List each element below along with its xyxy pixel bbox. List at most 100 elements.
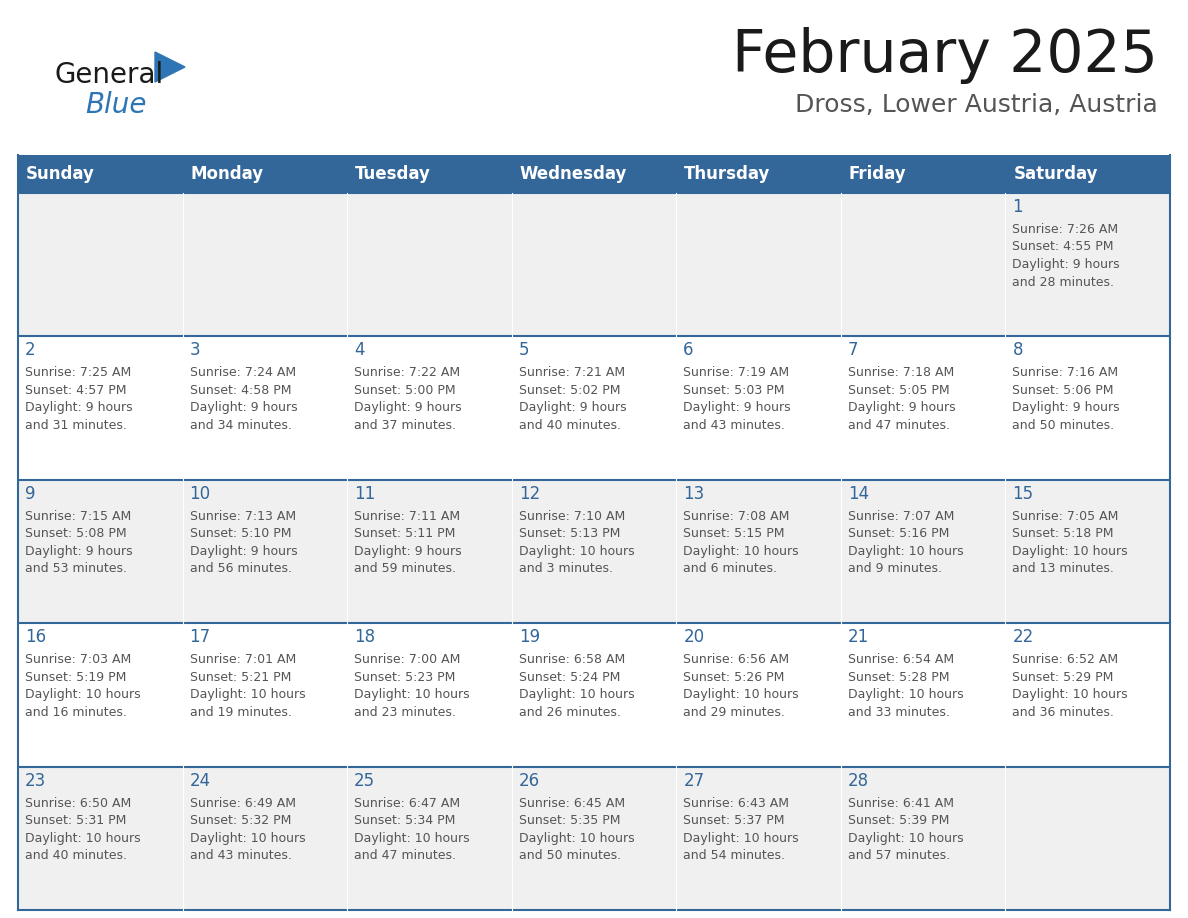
Text: Sunrise: 6:45 AM
Sunset: 5:35 PM
Daylight: 10 hours
and 50 minutes.: Sunrise: 6:45 AM Sunset: 5:35 PM Dayligh… bbox=[519, 797, 634, 862]
Bar bbox=[18, 480, 183, 623]
Text: 10: 10 bbox=[190, 485, 210, 503]
Bar bbox=[841, 193, 1005, 336]
Text: Sunrise: 7:10 AM
Sunset: 5:13 PM
Daylight: 10 hours
and 3 minutes.: Sunrise: 7:10 AM Sunset: 5:13 PM Dayligh… bbox=[519, 509, 634, 576]
Text: Sunrise: 7:24 AM
Sunset: 4:58 PM
Daylight: 9 hours
and 34 minutes.: Sunrise: 7:24 AM Sunset: 4:58 PM Dayligh… bbox=[190, 366, 297, 431]
Text: Sunrise: 7:15 AM
Sunset: 5:08 PM
Daylight: 9 hours
and 53 minutes.: Sunrise: 7:15 AM Sunset: 5:08 PM Dayligh… bbox=[25, 509, 133, 576]
Bar bbox=[183, 767, 347, 910]
Text: Sunrise: 6:41 AM
Sunset: 5:39 PM
Daylight: 10 hours
and 57 minutes.: Sunrise: 6:41 AM Sunset: 5:39 PM Dayligh… bbox=[848, 797, 963, 862]
Text: 23: 23 bbox=[25, 772, 46, 789]
Text: 15: 15 bbox=[1012, 485, 1034, 503]
Bar bbox=[512, 623, 676, 767]
Text: 9: 9 bbox=[25, 485, 36, 503]
Bar bbox=[512, 480, 676, 623]
Text: Sunrise: 6:43 AM
Sunset: 5:37 PM
Daylight: 10 hours
and 54 minutes.: Sunrise: 6:43 AM Sunset: 5:37 PM Dayligh… bbox=[683, 797, 798, 862]
Bar bbox=[183, 336, 347, 480]
Bar bbox=[676, 193, 841, 336]
Bar bbox=[18, 193, 183, 336]
Bar bbox=[1005, 480, 1170, 623]
Bar bbox=[347, 480, 512, 623]
Text: Blue: Blue bbox=[86, 91, 146, 119]
Text: Sunrise: 7:21 AM
Sunset: 5:02 PM
Daylight: 9 hours
and 40 minutes.: Sunrise: 7:21 AM Sunset: 5:02 PM Dayligh… bbox=[519, 366, 626, 431]
Bar bbox=[676, 155, 841, 193]
Text: 22: 22 bbox=[1012, 628, 1034, 646]
Bar bbox=[676, 480, 841, 623]
Text: Sunrise: 7:05 AM
Sunset: 5:18 PM
Daylight: 10 hours
and 13 minutes.: Sunrise: 7:05 AM Sunset: 5:18 PM Dayligh… bbox=[1012, 509, 1129, 576]
Bar bbox=[512, 155, 676, 193]
Bar bbox=[676, 336, 841, 480]
Text: 17: 17 bbox=[190, 628, 210, 646]
Bar bbox=[347, 193, 512, 336]
Bar bbox=[183, 623, 347, 767]
Text: 2: 2 bbox=[25, 341, 36, 360]
Text: 26: 26 bbox=[519, 772, 539, 789]
Text: 13: 13 bbox=[683, 485, 704, 503]
Text: Sunrise: 7:26 AM
Sunset: 4:55 PM
Daylight: 9 hours
and 28 minutes.: Sunrise: 7:26 AM Sunset: 4:55 PM Dayligh… bbox=[1012, 223, 1120, 288]
Text: Sunrise: 7:22 AM
Sunset: 5:00 PM
Daylight: 9 hours
and 37 minutes.: Sunrise: 7:22 AM Sunset: 5:00 PM Dayligh… bbox=[354, 366, 462, 431]
Bar bbox=[841, 480, 1005, 623]
Text: Sunrise: 7:00 AM
Sunset: 5:23 PM
Daylight: 10 hours
and 23 minutes.: Sunrise: 7:00 AM Sunset: 5:23 PM Dayligh… bbox=[354, 654, 469, 719]
Bar bbox=[183, 480, 347, 623]
Text: Sunday: Sunday bbox=[26, 165, 95, 183]
Text: 24: 24 bbox=[190, 772, 210, 789]
Text: 6: 6 bbox=[683, 341, 694, 360]
Bar bbox=[1005, 155, 1170, 193]
Text: 5: 5 bbox=[519, 341, 529, 360]
Text: 11: 11 bbox=[354, 485, 375, 503]
Text: Sunrise: 7:01 AM
Sunset: 5:21 PM
Daylight: 10 hours
and 19 minutes.: Sunrise: 7:01 AM Sunset: 5:21 PM Dayligh… bbox=[190, 654, 305, 719]
Text: Sunrise: 6:56 AM
Sunset: 5:26 PM
Daylight: 10 hours
and 29 minutes.: Sunrise: 6:56 AM Sunset: 5:26 PM Dayligh… bbox=[683, 654, 798, 719]
Text: 4: 4 bbox=[354, 341, 365, 360]
Bar bbox=[18, 336, 183, 480]
Bar bbox=[512, 193, 676, 336]
Text: General: General bbox=[55, 61, 164, 89]
Bar bbox=[1005, 336, 1170, 480]
Bar bbox=[183, 193, 347, 336]
Text: Monday: Monday bbox=[190, 165, 264, 183]
Bar bbox=[1005, 767, 1170, 910]
Bar bbox=[841, 623, 1005, 767]
Text: Saturday: Saturday bbox=[1013, 165, 1098, 183]
Bar bbox=[347, 623, 512, 767]
Text: Sunrise: 6:54 AM
Sunset: 5:28 PM
Daylight: 10 hours
and 33 minutes.: Sunrise: 6:54 AM Sunset: 5:28 PM Dayligh… bbox=[848, 654, 963, 719]
Bar bbox=[1005, 193, 1170, 336]
Text: Sunrise: 7:03 AM
Sunset: 5:19 PM
Daylight: 10 hours
and 16 minutes.: Sunrise: 7:03 AM Sunset: 5:19 PM Dayligh… bbox=[25, 654, 140, 719]
Bar bbox=[347, 155, 512, 193]
Bar bbox=[512, 336, 676, 480]
Text: 8: 8 bbox=[1012, 341, 1023, 360]
Bar bbox=[18, 767, 183, 910]
Text: Sunrise: 6:50 AM
Sunset: 5:31 PM
Daylight: 10 hours
and 40 minutes.: Sunrise: 6:50 AM Sunset: 5:31 PM Dayligh… bbox=[25, 797, 140, 862]
Text: Wednesday: Wednesday bbox=[519, 165, 627, 183]
Text: 7: 7 bbox=[848, 341, 859, 360]
Bar bbox=[841, 767, 1005, 910]
Text: Dross, Lower Austria, Austria: Dross, Lower Austria, Austria bbox=[795, 93, 1158, 117]
Text: 28: 28 bbox=[848, 772, 868, 789]
Text: 12: 12 bbox=[519, 485, 541, 503]
Bar bbox=[512, 767, 676, 910]
Text: Sunrise: 7:25 AM
Sunset: 4:57 PM
Daylight: 9 hours
and 31 minutes.: Sunrise: 7:25 AM Sunset: 4:57 PM Dayligh… bbox=[25, 366, 133, 431]
Bar bbox=[841, 336, 1005, 480]
Text: Sunrise: 7:11 AM
Sunset: 5:11 PM
Daylight: 9 hours
and 59 minutes.: Sunrise: 7:11 AM Sunset: 5:11 PM Dayligh… bbox=[354, 509, 462, 576]
Bar bbox=[841, 155, 1005, 193]
Text: Tuesday: Tuesday bbox=[355, 165, 431, 183]
Bar bbox=[18, 155, 183, 193]
Polygon shape bbox=[154, 52, 185, 82]
Text: 3: 3 bbox=[190, 341, 201, 360]
Text: Sunrise: 7:18 AM
Sunset: 5:05 PM
Daylight: 9 hours
and 47 minutes.: Sunrise: 7:18 AM Sunset: 5:05 PM Dayligh… bbox=[848, 366, 955, 431]
Text: Thursday: Thursday bbox=[684, 165, 771, 183]
Text: Sunrise: 6:58 AM
Sunset: 5:24 PM
Daylight: 10 hours
and 26 minutes.: Sunrise: 6:58 AM Sunset: 5:24 PM Dayligh… bbox=[519, 654, 634, 719]
Text: Friday: Friday bbox=[849, 165, 906, 183]
Text: Sunrise: 7:13 AM
Sunset: 5:10 PM
Daylight: 9 hours
and 56 minutes.: Sunrise: 7:13 AM Sunset: 5:10 PM Dayligh… bbox=[190, 509, 297, 576]
Text: Sunrise: 7:08 AM
Sunset: 5:15 PM
Daylight: 10 hours
and 6 minutes.: Sunrise: 7:08 AM Sunset: 5:15 PM Dayligh… bbox=[683, 509, 798, 576]
Text: 16: 16 bbox=[25, 628, 46, 646]
Text: 25: 25 bbox=[354, 772, 375, 789]
Bar bbox=[676, 623, 841, 767]
Text: Sunrise: 6:49 AM
Sunset: 5:32 PM
Daylight: 10 hours
and 43 minutes.: Sunrise: 6:49 AM Sunset: 5:32 PM Dayligh… bbox=[190, 797, 305, 862]
Bar bbox=[676, 767, 841, 910]
Text: 19: 19 bbox=[519, 628, 539, 646]
Bar bbox=[1005, 623, 1170, 767]
Text: 18: 18 bbox=[354, 628, 375, 646]
Text: 14: 14 bbox=[848, 485, 868, 503]
Text: Sunrise: 6:47 AM
Sunset: 5:34 PM
Daylight: 10 hours
and 47 minutes.: Sunrise: 6:47 AM Sunset: 5:34 PM Dayligh… bbox=[354, 797, 469, 862]
Text: Sunrise: 7:16 AM
Sunset: 5:06 PM
Daylight: 9 hours
and 50 minutes.: Sunrise: 7:16 AM Sunset: 5:06 PM Dayligh… bbox=[1012, 366, 1120, 431]
Text: Sunrise: 7:19 AM
Sunset: 5:03 PM
Daylight: 9 hours
and 43 minutes.: Sunrise: 7:19 AM Sunset: 5:03 PM Dayligh… bbox=[683, 366, 791, 431]
Bar bbox=[18, 623, 183, 767]
